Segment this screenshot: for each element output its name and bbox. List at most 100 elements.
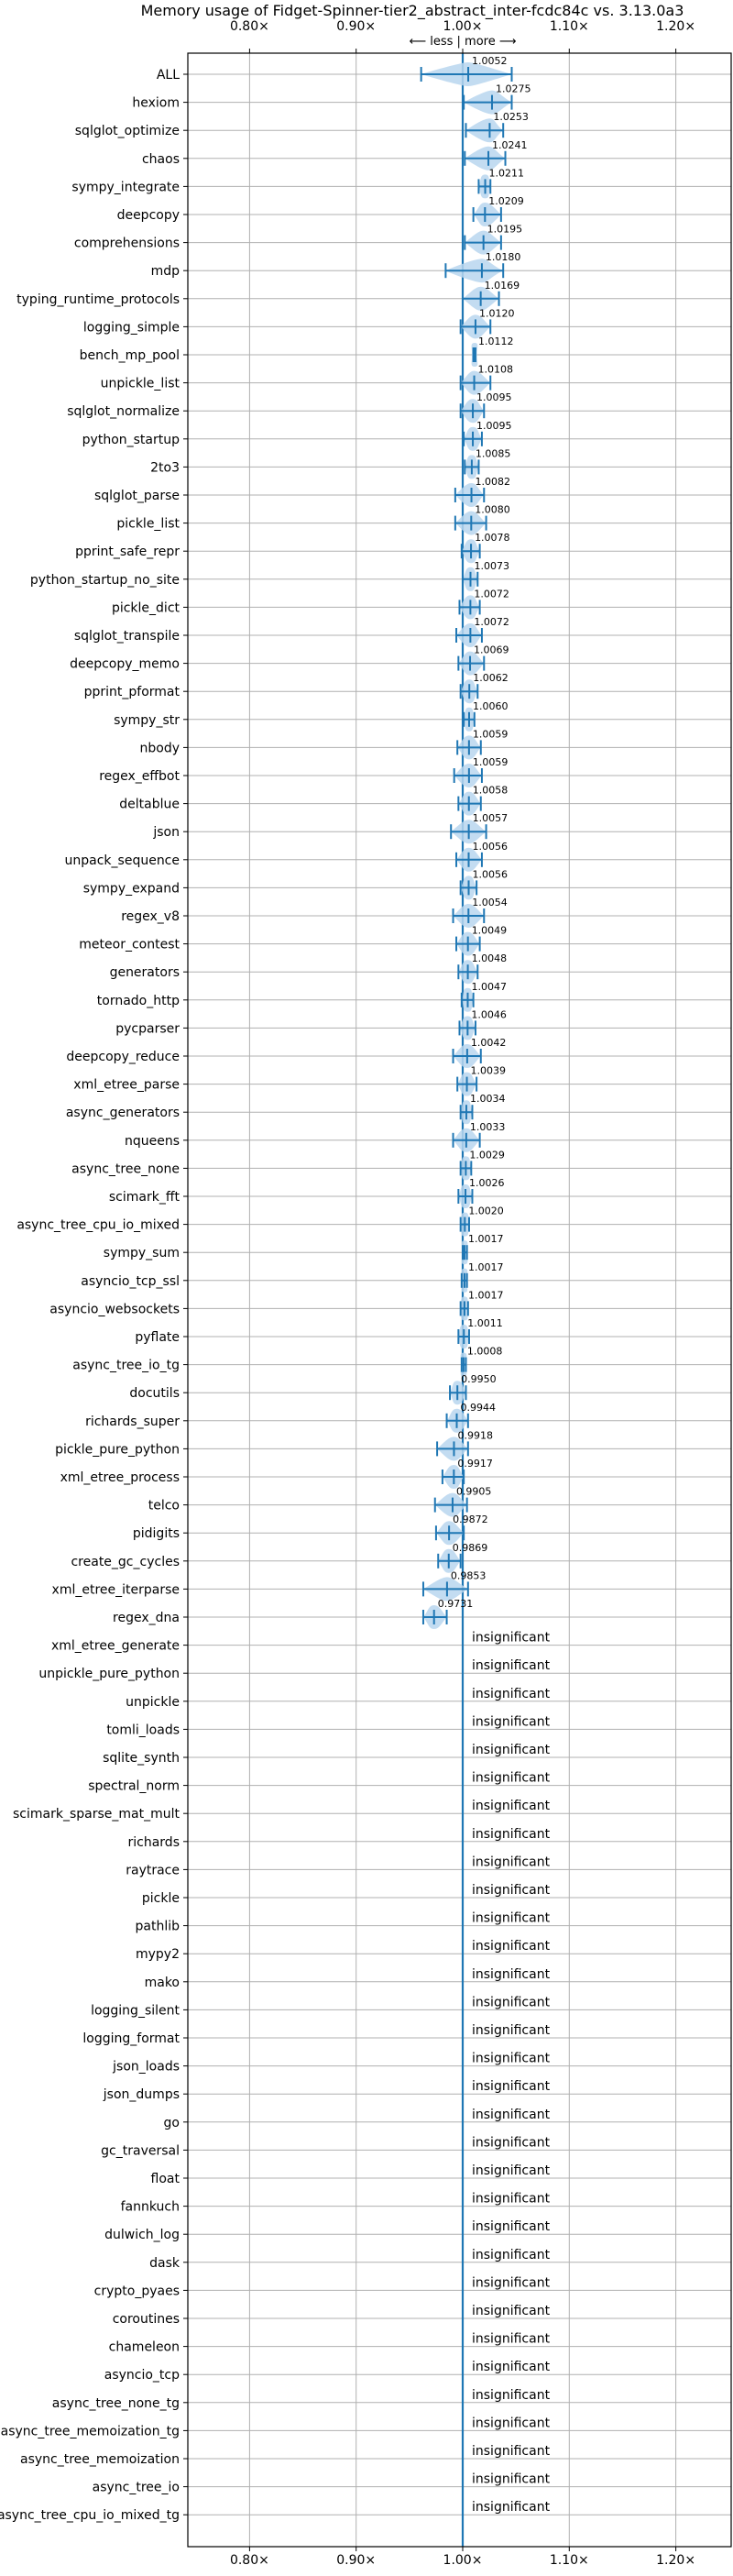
insignificant-label: insignificant (472, 2023, 551, 2038)
value-label: 1.0048 (472, 952, 508, 964)
value-label: 1.0059 (473, 728, 509, 740)
value-label: 1.0017 (468, 1289, 504, 1301)
y-tick-label: async_tree_io (93, 2481, 180, 2495)
y-tick-label: pprint_pformat (84, 685, 181, 699)
value-label: 1.0054 (472, 897, 508, 908)
y-tick-label: logging_simple (83, 320, 180, 335)
value-label: 1.0033 (470, 1121, 506, 1133)
y-tick-label: richards_super (85, 1415, 180, 1429)
y-tick-label: gc_traversal (101, 2143, 180, 2158)
y-tick-label: asyncio_websockets (49, 1302, 180, 1316)
y-tick-label: logging_format (82, 2031, 180, 2046)
insignificant-label: insignificant (472, 2388, 551, 2403)
y-tick-label: pprint_safe_repr (75, 545, 180, 559)
value-label: 1.0085 (476, 447, 511, 459)
value-label: 1.0209 (488, 195, 524, 207)
y-tick-label: ALL (157, 68, 180, 83)
y-tick-label: nbody (140, 741, 181, 755)
y-tick-label: async_tree_memoization (20, 2452, 180, 2467)
labels-layer: 0.80× 0.80× 0.90× 0.90× 1.00× 1.00× 1.10× 1.10×… (0, 19, 695, 2568)
value-label: 1.0195 (487, 224, 523, 236)
y-tick-label: python_startup_no_site (30, 573, 180, 588)
insignificant-label: insignificant (472, 2052, 551, 2066)
x-tick-label-bottom: 1.10× (550, 2553, 589, 2568)
value-label: 1.0034 (470, 1093, 506, 1105)
y-tick-label: sympy_sum (104, 1246, 180, 1260)
value-label: 1.0072 (474, 588, 509, 600)
x-tick-label-top: 1.20× (656, 19, 695, 34)
value-label: 1.0095 (476, 391, 512, 403)
value-label: 1.0039 (471, 1065, 507, 1077)
y-tick-label: pickle (142, 1891, 180, 1906)
y-tick-label: pathlib (136, 1920, 181, 1934)
value-label: 1.0080 (475, 504, 510, 516)
y-tick-label: fannkuch (121, 2200, 180, 2215)
value-label: 1.0241 (492, 139, 528, 151)
insignificant-label: insignificant (472, 2248, 551, 2262)
y-tick-label: typing_runtime_protocols (16, 292, 180, 307)
y-tick-label: sqlglot_transpile (74, 629, 180, 644)
y-tick-label: pyflate (135, 1330, 180, 1345)
insignificant-label: insignificant (472, 1687, 551, 1701)
x-tick-label-bottom: 0.80× (230, 2553, 269, 2568)
y-tick-label: dulwich_log (104, 2228, 180, 2242)
value-label: 1.0072 (474, 616, 509, 628)
value-label: 1.0059 (473, 756, 509, 768)
y-tick-label: regex_v8 (121, 909, 180, 924)
x-tick-label-bottom: 0.90× (336, 2553, 376, 2568)
grid-layer (188, 53, 731, 2547)
y-tick-label: logging_silent (91, 2003, 180, 2018)
value-label: 1.0056 (473, 841, 509, 853)
y-tick-label: sympy_integrate (71, 180, 180, 194)
value-label: 1.0046 (471, 1008, 507, 1020)
y-tick-label: raytrace (126, 1863, 180, 1877)
value-label: 1.0169 (485, 280, 520, 292)
y-tick-label: python_startup (82, 433, 180, 447)
value-label: 1.0253 (493, 111, 529, 123)
value-label: 1.0047 (471, 981, 507, 993)
y-tick-label: tornado_http (97, 994, 180, 1008)
y-tick-label: async_tree_cpu_io_mixed (16, 1218, 180, 1233)
value-label: 0.9950 (461, 1373, 497, 1385)
value-label: 1.0058 (473, 785, 509, 797)
value-label: 1.0120 (479, 307, 515, 319)
y-tick-label: mypy2 (136, 1947, 180, 1962)
y-tick-label: spectral_norm (88, 1779, 180, 1794)
y-tick-label: asyncio_tcp (104, 2368, 180, 2383)
y-tick-label: async_tree_memoization_tg (1, 2424, 180, 2438)
y-tick-label: richards (128, 1835, 181, 1850)
direction-label: ⟵ less | more ⟶ (409, 35, 516, 49)
y-tick-label: deepcopy_reduce (66, 1050, 180, 1064)
chart-title: Memory usage of Fidget-Spinner-tier2_abs… (141, 2, 684, 20)
y-tick-label: pycparser (115, 1021, 180, 1036)
value-label: 0.9905 (456, 1486, 492, 1498)
x-tick-label-top: 0.80× (230, 19, 269, 34)
y-tick-label: dask (149, 2256, 181, 2271)
y-tick-label: deltablue (119, 798, 180, 812)
y-tick-label: scimark_sparse_mat_mult (13, 1807, 180, 1822)
insignificant-label: insignificant (472, 2219, 551, 2234)
y-tick-label: 2to3 (150, 460, 180, 475)
y-tick-label: deepcopy_memo (70, 657, 180, 672)
value-label: 1.0060 (473, 700, 509, 712)
insignificant-label: insignificant (472, 1939, 551, 1954)
value-label: 0.9731 (438, 1598, 474, 1610)
y-tick-label: unpickle_list (101, 377, 181, 391)
value-label: 0.9853 (451, 1569, 487, 1581)
insignificant-label: insignificant (472, 2444, 551, 2459)
y-tick-label: json_dumps (103, 2087, 180, 2102)
y-tick-label: json (152, 825, 180, 840)
y-tick-label: sqlite_synth (103, 1751, 180, 1766)
value-label: 1.0275 (496, 83, 531, 95)
value-label: 1.0112 (478, 336, 514, 347)
y-tick-label: go (164, 2116, 180, 2130)
y-tick-label: async_tree_cpu_io_mixed_tg (0, 2508, 180, 2523)
insignificant-label: insignificant (472, 1631, 551, 1646)
y-tick-label: xml_etree_process (60, 1470, 180, 1485)
value-label: 1.0108 (478, 364, 514, 376)
y-tick-label: chameleon (109, 2340, 180, 2355)
insignificant-label: insignificant (472, 2275, 551, 2290)
insignificant-label: insignificant (472, 2079, 551, 2094)
insignificant-label: insignificant (472, 2163, 551, 2178)
y-tick-label: float (151, 2172, 181, 2186)
